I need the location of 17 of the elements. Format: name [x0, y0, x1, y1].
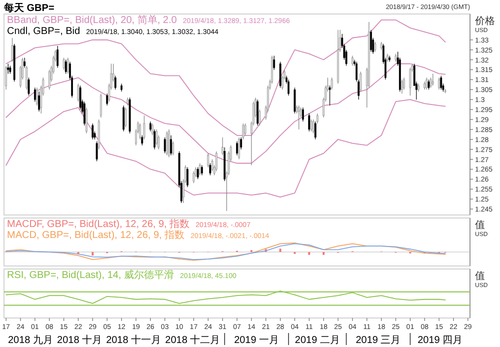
text: 2018 十一月 [106, 334, 162, 346]
chart-title: 每天 GBP= [3, 2, 54, 14]
text: 2018 十二月 [165, 334, 220, 346]
text: 2018 九月 [8, 334, 54, 346]
y-axis-title: 价格 [474, 15, 495, 27]
text: 2018 十月 [57, 334, 102, 346]
text: RSI, GBP=, Bid(Last), 14, 威尔德平滑 [7, 269, 174, 281]
y-axis-title: 值 [475, 220, 485, 231]
annotation: Cndl, GBP=, Bid [7, 26, 80, 37]
annotation: BBand, GBP=, Bid(Last), 20, 简单, 2.0 [7, 14, 178, 26]
text: MACDF, GBP=, Bid(Last), 12, 26, 9, 指数 [7, 218, 190, 230]
text: 2019 一月 [234, 335, 280, 346]
text: 2019 三月 [356, 335, 401, 346]
text: 2019 四月 [418, 335, 463, 346]
text: MACD, GBP=, Bid(Last), 12, 26, 9, 指数 [7, 229, 185, 241]
text: 2019 二月 [294, 335, 340, 346]
y-axis-title: 值 [475, 271, 485, 282]
